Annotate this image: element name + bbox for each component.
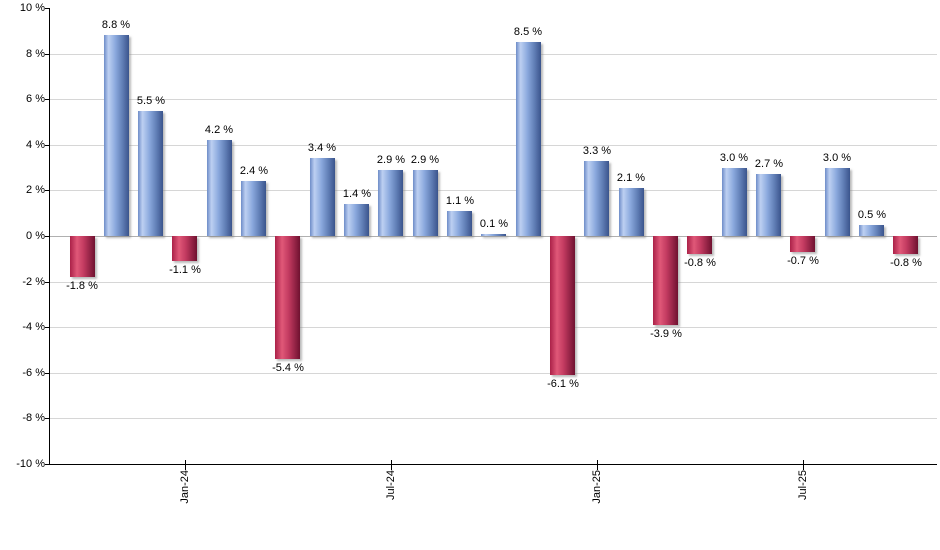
bar-value-label: 1.4 % — [342, 188, 372, 200]
x-axis-label: Jul-25 — [797, 470, 809, 500]
zero-gridline — [50, 236, 937, 237]
bar-value-label: -5.4 % — [272, 362, 304, 374]
bar-Apr-25[interactable] — [687, 236, 712, 254]
x-axis-tick — [185, 460, 186, 470]
y-axis-tick — [45, 464, 49, 465]
bar-Dec-24[interactable] — [550, 236, 575, 375]
y-axis-tick — [45, 190, 49, 191]
y-axis-label: 10 % — [19, 2, 45, 14]
gridline — [50, 373, 937, 374]
y-axis-label: 6 % — [26, 93, 45, 105]
y-axis-tick — [45, 373, 49, 374]
x-axis-label: Jul-24 — [385, 470, 397, 500]
bar-value-label: 8.8 % — [101, 19, 131, 31]
bar-value-label: 1.1 % — [445, 195, 475, 207]
y-axis-tick — [45, 282, 49, 283]
bar-value-label: 8.5 % — [513, 26, 543, 38]
bar-Jun-24[interactable] — [344, 204, 369, 236]
bar-value-label: 2.7 % — [754, 158, 784, 170]
bar-Nov-23[interactable] — [104, 35, 129, 236]
bar-value-label: -1.1 % — [169, 264, 201, 276]
bar-Sep-24[interactable] — [447, 211, 472, 236]
x-axis-tick — [597, 460, 598, 470]
y-axis-tick — [45, 99, 49, 100]
bar-Jul-24[interactable] — [378, 170, 403, 236]
gridline — [50, 418, 937, 419]
y-axis-label: 4 % — [26, 139, 45, 151]
bar-value-label: 2.9 % — [410, 154, 440, 166]
bar-Mar-24[interactable] — [241, 181, 266, 236]
bar-value-label: -1.8 % — [66, 280, 98, 292]
bar-value-label: -0.8 % — [890, 257, 922, 269]
x-axis-line — [49, 464, 937, 465]
bar-Oct-24[interactable] — [481, 234, 506, 236]
bar-May-24[interactable] — [310, 158, 335, 236]
y-axis-label: 8 % — [26, 48, 45, 60]
y-axis-tick — [45, 236, 49, 237]
y-axis-label: 2 % — [26, 184, 45, 196]
x-axis-label: Jan-24 — [179, 470, 191, 504]
bar-Nov-24[interactable] — [516, 42, 541, 236]
gridline — [50, 282, 937, 283]
bar-value-label: 5.5 % — [136, 95, 166, 107]
gridline — [50, 99, 937, 100]
y-axis-label: 0 % — [26, 230, 45, 242]
bar-value-label: 3.4 % — [307, 142, 337, 154]
bar-value-label: 3.0 % — [822, 152, 852, 164]
bar-value-label: -0.7 % — [787, 255, 819, 267]
y-axis-label: -10 % — [16, 458, 45, 470]
y-axis-label: -6 % — [22, 367, 45, 379]
bar-Jul-25[interactable] — [790, 236, 815, 252]
bar-Oct-25[interactable] — [893, 236, 918, 254]
bar-value-label: 0.5 % — [857, 209, 887, 221]
gridline — [50, 54, 937, 55]
y-axis-tick — [45, 327, 49, 328]
gridline — [50, 145, 937, 146]
bar-May-25[interactable] — [722, 168, 747, 236]
bar-Apr-24[interactable] — [275, 236, 300, 359]
y-axis-label: -8 % — [22, 412, 45, 424]
bar-value-label: 2.4 % — [239, 165, 269, 177]
bar-Mar-25[interactable] — [653, 236, 678, 325]
y-axis-tick — [45, 145, 49, 146]
bar-value-label: -3.9 % — [650, 328, 682, 340]
y-axis-line — [49, 8, 50, 465]
y-axis-label: -2 % — [22, 276, 45, 288]
y-axis-tick — [45, 54, 49, 55]
bar-Sep-25[interactable] — [859, 225, 884, 236]
bar-value-label: -6.1 % — [547, 378, 579, 390]
bar-value-label: 3.0 % — [719, 152, 749, 164]
y-axis-label: -4 % — [22, 321, 45, 333]
bar-value-label: 2.9 % — [376, 154, 406, 166]
y-axis-tick — [45, 418, 49, 419]
gridline — [50, 190, 937, 191]
bar-Oct-23[interactable] — [70, 236, 95, 277]
bar-value-label: 2.1 % — [616, 172, 646, 184]
bar-Jun-25[interactable] — [756, 174, 781, 236]
bar-value-label: -0.8 % — [684, 257, 716, 269]
bar-Feb-25[interactable] — [619, 188, 644, 236]
bar-Aug-24[interactable] — [413, 170, 438, 236]
bar-Jan-24[interactable] — [172, 236, 197, 261]
bar-value-label: 4.2 % — [204, 124, 234, 136]
bar-Feb-24[interactable] — [207, 140, 232, 236]
x-axis-tick — [391, 460, 392, 470]
bar-value-label: 3.3 % — [582, 145, 612, 157]
bar-Dec-23[interactable] — [138, 111, 163, 236]
gridline — [50, 327, 937, 328]
bar-value-label: 0.1 % — [479, 218, 509, 230]
x-axis-tick — [803, 460, 804, 470]
x-axis-label: Jan-25 — [591, 470, 603, 504]
bar-Aug-25[interactable] — [825, 168, 850, 236]
bar-Jan-25[interactable] — [584, 161, 609, 236]
y-axis-tick — [45, 8, 49, 9]
